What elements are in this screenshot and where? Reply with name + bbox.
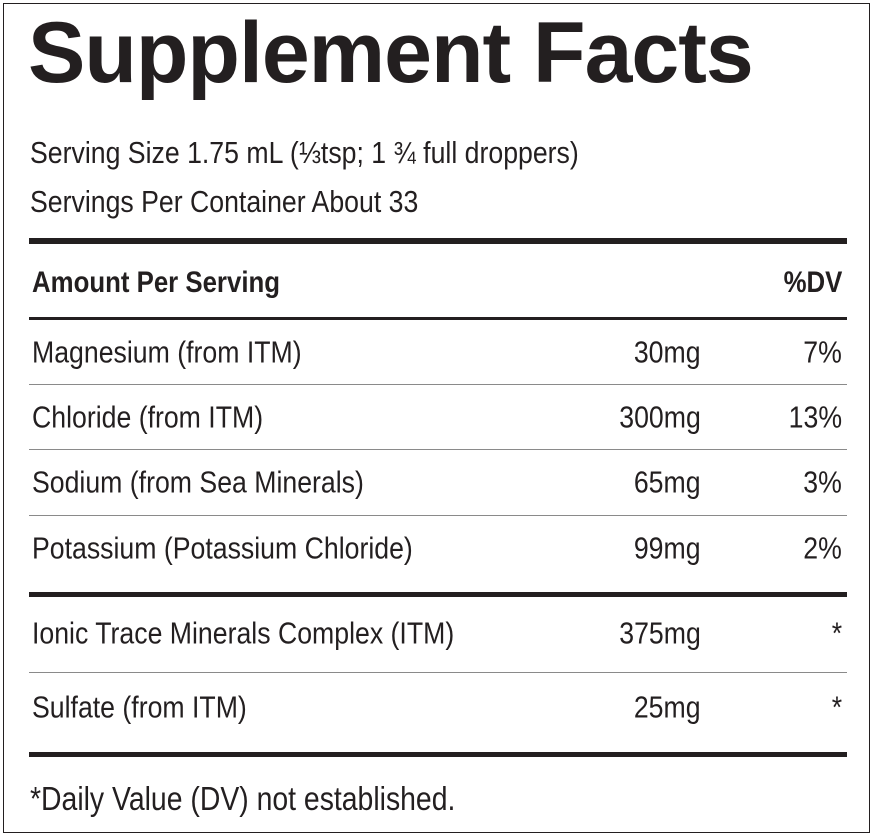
nutrient-name: Potassium (Potassium Chloride) (32, 530, 413, 566)
nutrient-name: Magnesium (from ITM) (32, 334, 302, 370)
thick-divider-top (29, 238, 847, 244)
supplement-facts-panel (3, 3, 870, 833)
row-divider (29, 515, 847, 516)
nutrient-amount: 300mg (619, 399, 701, 435)
servings-per-container: Servings Per Container About 33 (30, 184, 419, 219)
ingredient-dv: * (831, 615, 842, 651)
nutrient-dv: 2% (803, 530, 842, 566)
amount-per-serving-label: Amount Per Serving (32, 266, 281, 299)
table-row: Sodium (from Sea Minerals) 65mg 3% (29, 450, 847, 514)
row-divider (29, 449, 847, 450)
nutrient-name: Chloride (from ITM) (32, 399, 264, 435)
thick-divider-middle (29, 592, 847, 597)
table-row: Ionic Trace Minerals Complex (ITM) 375mg… (29, 601, 847, 665)
ingredient-dv: * (831, 689, 842, 725)
serving-size: Serving Size 1.75 mL (⅓tsp; 1 ¾ full dro… (30, 135, 579, 170)
nutrient-amount: 99mg (634, 530, 701, 566)
row-divider (29, 384, 847, 385)
ingredient-name: Ionic Trace Minerals Complex (ITM) (32, 615, 455, 651)
header-divider (29, 317, 847, 320)
nutrient-dv: 13% (788, 399, 842, 435)
table-row: Magnesium (from ITM) 30mg 7% (29, 320, 847, 384)
nutrient-amount: 30mg (634, 334, 701, 370)
nutrient-dv: 7% (803, 334, 842, 370)
table-row: Chloride (from ITM) 300mg 13% (29, 385, 847, 449)
panel-title: Supplement Facts (28, 5, 754, 101)
nutrient-dv: 3% (803, 464, 842, 500)
row-divider (29, 672, 847, 673)
thick-divider-bottom (29, 752, 847, 757)
nutrient-amount: 65mg (634, 464, 701, 500)
nutrient-name: Sodium (from Sea Minerals) (32, 464, 364, 500)
table-row: Sulfate (from ITM) 25mg * (29, 675, 847, 739)
table-row: Potassium (Potassium Chloride) 99mg 2% (29, 516, 847, 580)
ingredient-name: Sulfate (from ITM) (32, 689, 247, 725)
ingredient-amount: 375mg (619, 615, 701, 651)
table-header-row: Amount Per Serving %DV (29, 251, 847, 315)
percent-dv-label: %DV (783, 266, 842, 299)
ingredient-amount: 25mg (634, 689, 701, 725)
footnote: *Daily Value (DV) not established. (30, 780, 456, 817)
